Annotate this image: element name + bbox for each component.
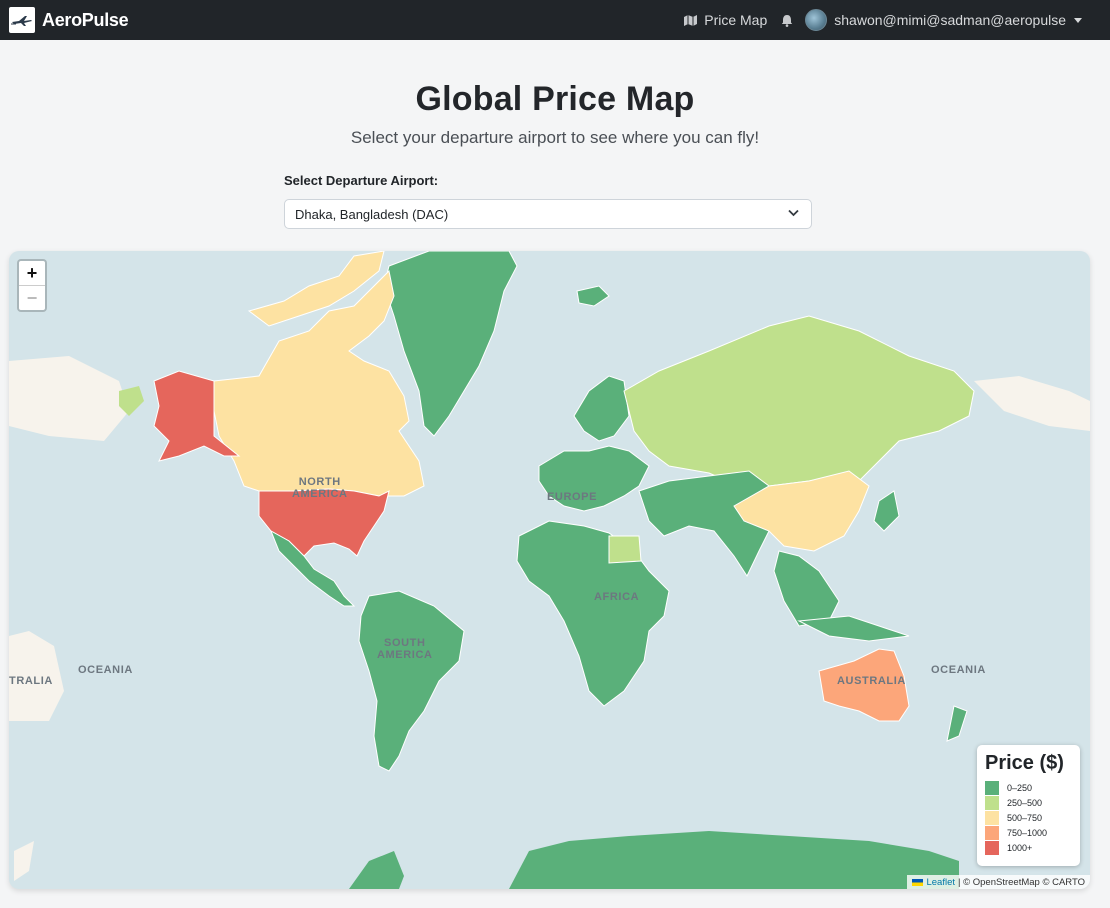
land-alaska-west: [9, 356, 129, 441]
legend-swatch: [985, 840, 999, 855]
user-menu-toggle[interactable]: shawon@mimi@sadman@aeropulse: [805, 9, 1082, 31]
zoom-out-button[interactable]: −: [26, 288, 38, 308]
country-greenland: [383, 251, 518, 437]
land-antarctica-left: [349, 851, 404, 889]
land-antarctica: [509, 831, 959, 889]
label-south-america: SOUTH AMERICA: [377, 637, 433, 661]
map-attribution: Leaflet | © OpenStreetMap © CARTO: [907, 875, 1090, 889]
legend-title: Price ($): [985, 752, 1064, 774]
zoom-in-button[interactable]: +: [19, 261, 45, 286]
legend-item-label: 500–750: [1007, 812, 1043, 823]
legend-swatch: [985, 795, 999, 810]
navbar: AeroPulse Price Map shawon@mimi@sadman@a…: [0, 0, 1110, 40]
legend-item: 500–750: [985, 810, 1072, 825]
legend-item: 1000+: [985, 840, 1072, 855]
legend-item-label: 250–500: [1007, 797, 1043, 808]
country-japan: [873, 490, 900, 532]
legend-swatch: [985, 810, 999, 825]
label-australia: AUSTRALIA: [837, 675, 906, 687]
ukraine-flag-icon: [912, 878, 924, 886]
nav-price-map-label: Price Map: [704, 12, 768, 28]
avatar: [805, 9, 828, 31]
caret-down-icon: [1074, 17, 1082, 23]
country-mexico: [270, 529, 356, 607]
price-legend: Price ($) 0–250 250–500 500–750 750–1000…: [977, 745, 1080, 866]
legend-item: 250–500: [985, 795, 1072, 810]
country-australia: [818, 648, 910, 722]
country-usa-alaska: [153, 370, 241, 462]
map-icon: [684, 14, 698, 26]
legend-item-label: 0–250: [1007, 782, 1033, 793]
country-egypt: [608, 535, 642, 564]
attribution-text: | © OpenStreetMap © CARTO: [958, 876, 1085, 888]
country-africa: [516, 520, 670, 707]
user-name: shawon@mimi@sadman@aeropulse: [834, 12, 1066, 28]
label-africa: AFRICA: [594, 591, 640, 603]
brand-link[interactable]: AeroPulse: [9, 3, 129, 37]
brand-name: AeroPulse: [42, 9, 129, 30]
chevron-down-icon: [788, 209, 799, 217]
page-subtitle: Select your departure airport to see whe…: [350, 128, 760, 147]
country-south-america: [358, 590, 465, 772]
airplane-logo-icon: [9, 7, 35, 33]
label-australia-left: TRALIA: [9, 675, 53, 687]
country-middle-east-asia: [638, 470, 780, 578]
legend-item: 0–250: [985, 780, 1072, 795]
page-title: Global Price Map: [415, 80, 695, 118]
country-canada: [213, 269, 425, 497]
legend-swatch: [985, 825, 999, 840]
legend-item-label: 1000+: [1007, 842, 1033, 853]
label-north-america: NORTH AMERICA: [292, 476, 348, 500]
country-se-asia: [773, 550, 840, 627]
legend-item: 750–1000: [985, 825, 1072, 840]
land-new-zealand-left: [14, 841, 34, 881]
country-europe: [538, 445, 650, 512]
selected-airport: Dhaka, Bangladesh (DAC): [295, 206, 449, 222]
country-new-zealand: [946, 705, 968, 742]
country-europe-scandinavia: [573, 375, 630, 442]
world-price-map[interactable]: + − NORTH AMERICA EUROPE AFRICA SOUTH AM…: [9, 251, 1090, 889]
nav-price-map-link[interactable]: Price Map: [683, 12, 767, 28]
country-indonesia: [797, 615, 910, 642]
country-russia: [623, 315, 975, 487]
country-canada-islands: [247, 251, 385, 327]
country-china: [733, 470, 870, 552]
leaflet-link[interactable]: Leaflet: [926, 876, 955, 888]
legend-swatch: [985, 780, 999, 795]
departure-select-label: Select Departure Airport:: [284, 173, 439, 188]
bell-icon[interactable]: [781, 14, 793, 27]
map-canvas[interactable]: [9, 251, 1090, 889]
label-europe: EUROPE: [547, 491, 598, 503]
country-iceland: [576, 285, 610, 307]
label-oceania-right: OCEANIA: [931, 664, 986, 676]
zoom-control: + −: [17, 259, 47, 312]
label-oceania-left: OCEANIA: [78, 664, 133, 676]
legend-item-label: 750–1000: [1007, 827, 1048, 838]
country-russia-east-tip: [119, 386, 144, 416]
departure-airport-select[interactable]: Dhaka, Bangladesh (DAC): [284, 199, 812, 229]
land-asia-east-edge: [974, 376, 1090, 431]
land-australia-left: [9, 631, 64, 721]
